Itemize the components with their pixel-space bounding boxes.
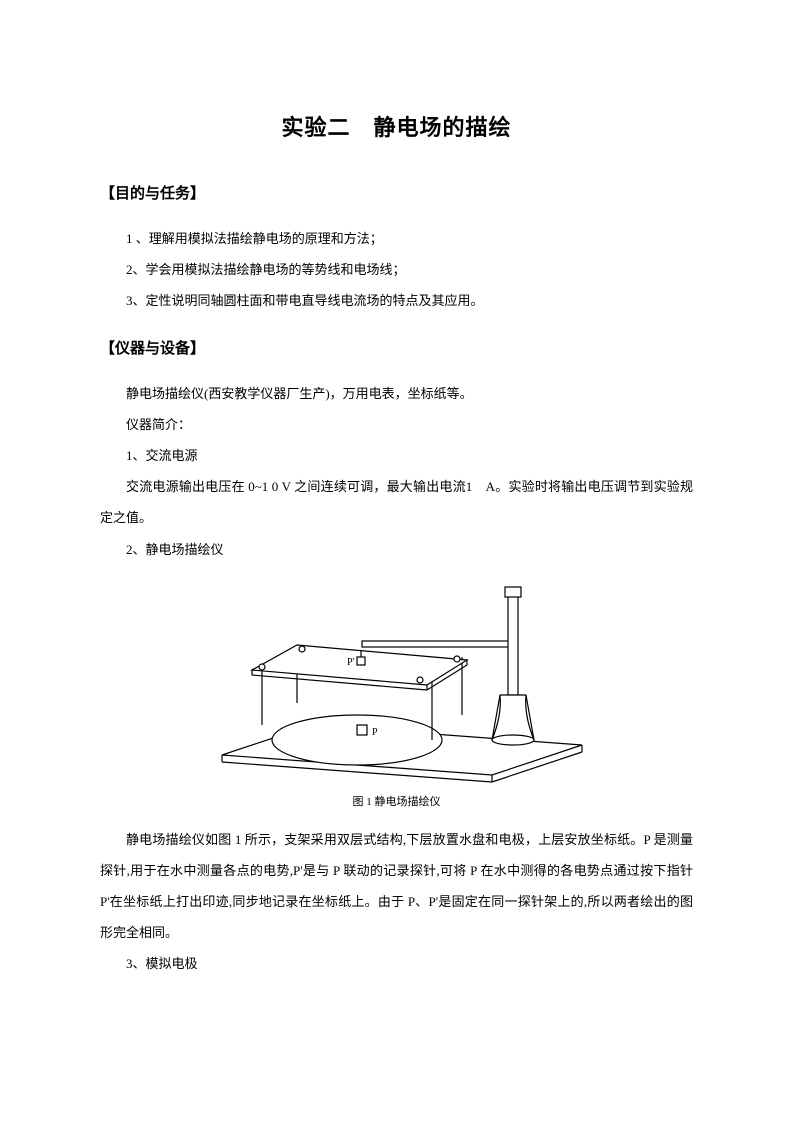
equipment-intro2: 仪器简介： (100, 409, 693, 440)
label-p-prime: P' (347, 657, 355, 668)
equipment-item-2-desc: 静电场描绘仪如图 1 所示，支架采用双层式结构,下层放置水盘和电极，上层安放坐标… (100, 824, 693, 949)
page-title: 实验二 静电场的描绘 (100, 110, 693, 142)
apparatus-diagram: P P' (202, 575, 592, 785)
figure-1-caption: 图 1 静电场描绘仪 (353, 793, 441, 809)
figure-1-container: P P' (100, 575, 693, 809)
equipment-item-1-desc: 交流电源输出电压在 0~1 0 V 之间连续可调，最大输出电流1 A。实验时将输… (100, 471, 693, 533)
label-p: P (372, 727, 378, 738)
equipment-item-1: 1、交流电源 (100, 440, 693, 471)
section-objectives-header: 【目的与任务】 (100, 182, 693, 203)
equipment-intro: 静电场描绘仪(西安教学仪器厂生产)，万用电表，坐标纸等。 (100, 378, 693, 409)
equipment-item-3: 3、模拟电极 (100, 948, 693, 979)
objective-2: 2、学会用模拟法描绘静电场的等势线和电场线； (100, 254, 693, 285)
objective-1: 1 、理解用模拟法描绘静电场的原理和方法； (100, 223, 693, 254)
objective-3: 3、定性说明同轴圆柱面和带电直导线电流场的特点及其应用。 (100, 285, 693, 316)
section-equipment-header: 【仪器与设备】 (100, 337, 693, 358)
equipment-item-2: 2、静电场描绘仪 (100, 534, 693, 565)
